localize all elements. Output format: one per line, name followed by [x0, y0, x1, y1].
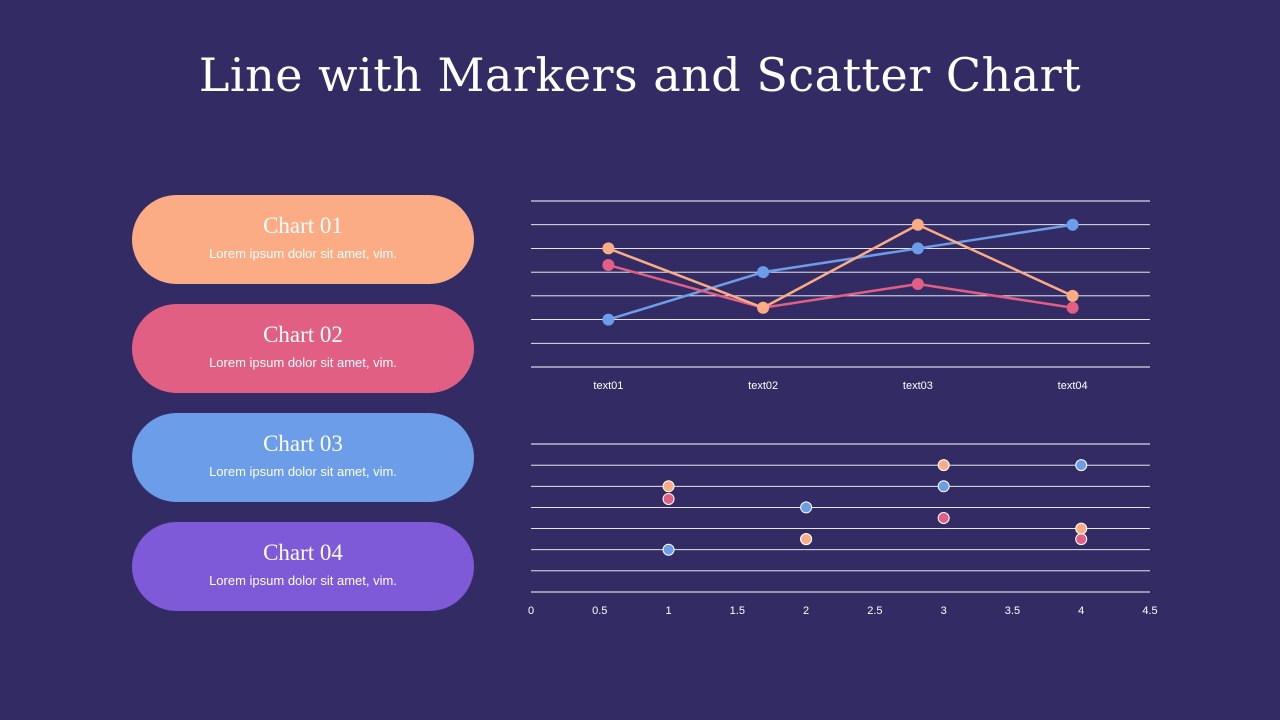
- scatter-chart-point: [662, 492, 675, 505]
- line-chart-marker: [1066, 218, 1079, 231]
- scatter-chart-x-tick-label: 4.5: [1142, 605, 1157, 617]
- scatter-chart-x-tick-label: 2.5: [867, 605, 882, 617]
- line-chart-series-line: [608, 263, 1073, 309]
- chart-04-card: Chart 04 Lorem ipsum dolor sit amet, vim…: [132, 522, 474, 611]
- chart-03-card: Chart 03 Lorem ipsum dolor sit amet, vim…: [132, 413, 474, 502]
- chart-02-heading: Chart 02: [263, 322, 343, 347]
- chart-02-card: Chart 02 Lorem ipsum dolor sit amet, vim…: [132, 304, 474, 393]
- chart-03-description: Lorem ipsum dolor sit amet, vim.: [209, 464, 397, 479]
- line-chart-marker: [602, 313, 615, 326]
- scatter-chart-point: [1075, 459, 1088, 472]
- scatter-chart-x-tick-label: 0.5: [592, 605, 607, 617]
- chart-03-heading: Chart 03: [263, 431, 343, 456]
- page-title: Line with Markers and Scatter Chart: [198, 48, 1082, 102]
- scatter-chart-x-tick-label: 1.5: [730, 605, 745, 617]
- chart-01-heading: Chart 01: [263, 213, 343, 238]
- scatter-chart-point: [937, 459, 950, 472]
- scatter-chart-x-tick-label: 2: [803, 605, 809, 617]
- line-chart-category-label: text02: [748, 380, 778, 392]
- chart-04-heading: Chart 04: [263, 540, 343, 565]
- line-chart-series-line: [608, 223, 1073, 321]
- chart-01-card: Chart 01 Lorem ipsum dolor sit amet, vim…: [132, 195, 474, 284]
- scatter-chart-point: [800, 533, 813, 546]
- chart-02-description: Lorem ipsum dolor sit amet, vim.: [209, 355, 397, 370]
- line-chart-marker: [602, 259, 615, 272]
- chart-01-description: Lorem ipsum dolor sit amet, vim.: [209, 246, 397, 261]
- line-chart-marker: [602, 242, 615, 255]
- line-chart-category-label: text01: [593, 380, 623, 392]
- line-chart-marker: [911, 218, 924, 231]
- scatter-chart-point: [937, 480, 950, 493]
- line-chart-marker: [757, 266, 770, 279]
- scatter-chart-point: [937, 512, 950, 524]
- scatter-chart: 0 0.5 1 1.5 2 2.5 3 3.5 4 4.5: [528, 443, 1158, 617]
- scatter-chart-x-tick-label: 1: [665, 605, 671, 617]
- line-chart-marker: [1066, 301, 1079, 314]
- scatter-chart-point: [662, 543, 675, 556]
- scatter-chart-point: [1075, 533, 1088, 546]
- line-chart-category-label: text04: [1058, 380, 1088, 392]
- line-chart-marker: [911, 278, 924, 290]
- scatter-chart-x-tick-label: 4: [1078, 605, 1084, 617]
- line-chart: text01 text02 text03 text04: [531, 200, 1150, 392]
- line-chart-marker: [1066, 289, 1079, 302]
- chart-04-description: Lorem ipsum dolor sit amet, vim.: [209, 573, 397, 588]
- scatter-chart-point: [662, 480, 675, 493]
- scatter-chart-point: [1075, 522, 1088, 535]
- scatter-chart-x-tick-label: 0: [528, 605, 534, 617]
- line-chart-marker: [757, 301, 770, 314]
- line-chart-series-line: [607, 223, 1074, 310]
- line-chart-category-label: text03: [903, 380, 933, 392]
- scatter-chart-x-tick-label: 3: [941, 605, 947, 617]
- scatter-chart-point: [800, 501, 813, 514]
- scatter-chart-x-tick-label: 3.5: [1005, 605, 1020, 617]
- line-chart-marker: [911, 242, 924, 255]
